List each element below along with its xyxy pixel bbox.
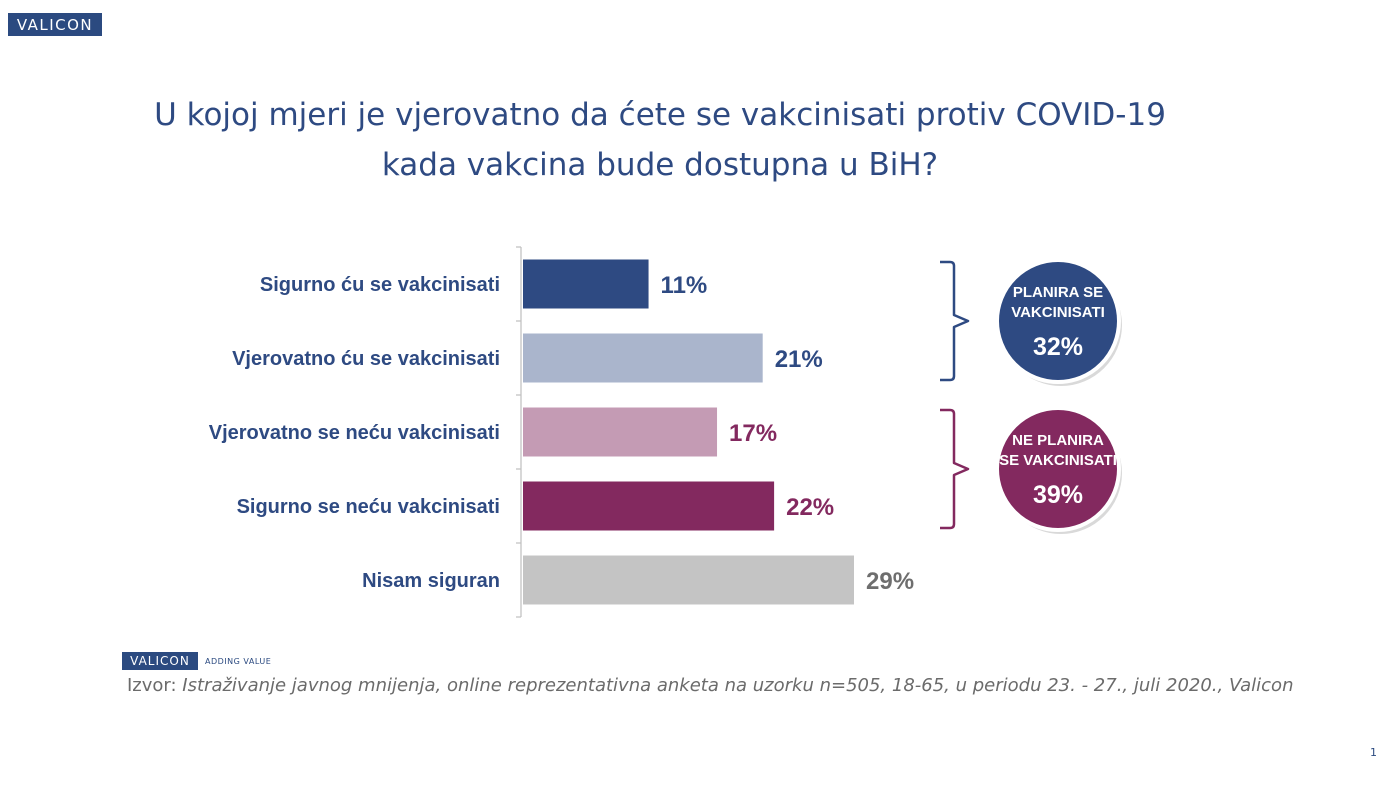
bar: [523, 481, 775, 531]
group-bracket: [940, 408, 970, 530]
page-number: 1: [1370, 746, 1377, 759]
category-label: Sigurno ću se vakcinisati: [260, 274, 500, 296]
bar: [523, 259, 649, 309]
data-label: 21%: [775, 346, 823, 373]
source-note: Izvor: Istraživanje javnog mnijenja, onl…: [127, 675, 1293, 696]
group-bracket: [940, 260, 970, 382]
chart-title: U kojoj mjeri je vjerovatno da ćete se v…: [140, 90, 1180, 190]
group-label-line-1: PLANIRA SE: [1013, 284, 1103, 301]
group-label-line-2: VAKCINISATI: [1011, 304, 1105, 321]
chart-title-line-2: kada vakcina bude dostupna u BiH?: [381, 147, 939, 183]
bar: [523, 555, 854, 605]
group-label-line-2: SE VAKCINISATI: [999, 452, 1117, 469]
data-label: 29%: [866, 568, 914, 595]
category-label: Nisam siguran: [362, 570, 500, 592]
group-circle: [995, 258, 1121, 384]
group-circle: [995, 406, 1121, 532]
footer-tagline: ADDING VALUE: [205, 657, 272, 666]
data-label: 17%: [729, 420, 777, 447]
valicon-logo: VALICON: [8, 13, 102, 36]
group-value-label: 39%: [1033, 481, 1083, 509]
category-label: Sigurno se neću vakcinisati: [237, 496, 500, 518]
data-label: 22%: [786, 494, 834, 521]
source-prefix: Izvor:: [127, 675, 183, 696]
source-text: Istraživanje javnog mnijenja, online rep…: [182, 675, 1294, 696]
chart-title-line-1: U kojoj mjeri je vjerovatno da ćete se v…: [154, 97, 1166, 133]
category-label: Vjerovatno se neću vakcinisati: [209, 422, 500, 444]
data-label: 11%: [661, 272, 708, 299]
category-label: Vjerovatno ću se vakcinisati: [232, 348, 500, 370]
group-label-line-1: NE PLANIRA: [1012, 432, 1104, 449]
bar: [523, 333, 763, 383]
bar: [523, 407, 718, 457]
footer-valicon-logo: VALICON: [122, 652, 198, 670]
group-value-label: 32%: [1033, 333, 1083, 361]
